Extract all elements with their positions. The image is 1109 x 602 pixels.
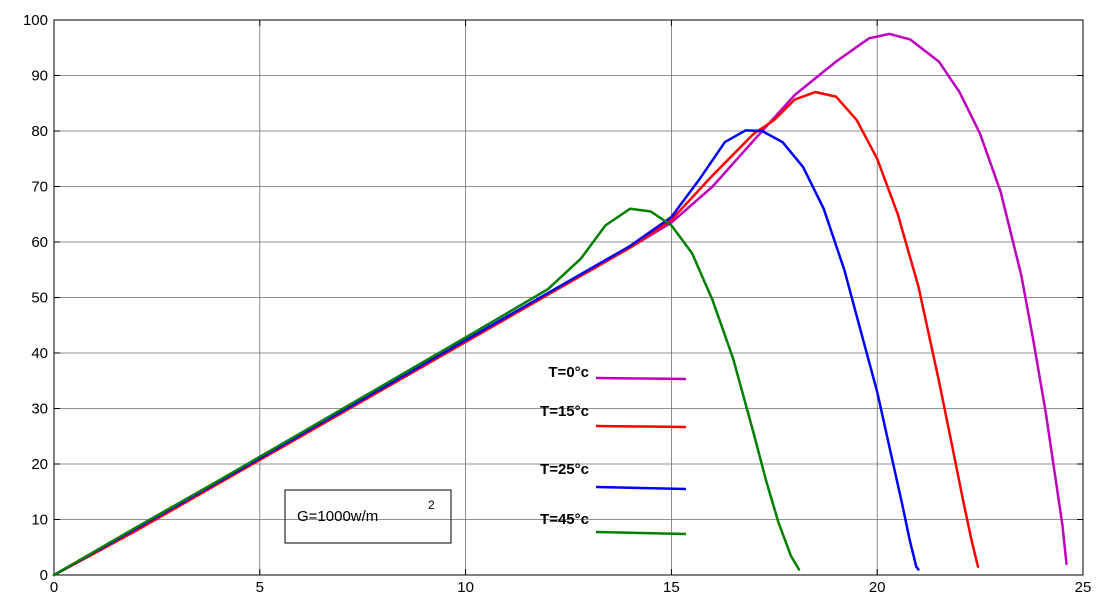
- y-tick-label: 50: [31, 290, 48, 307]
- y-tick-label: 10: [31, 512, 48, 529]
- legend-swatch: [595, 376, 687, 381]
- y-tick-label: 100: [23, 12, 48, 29]
- axis-ticks: 0 5 10 15 20 25 0 10 20 30 40 50 60 70 80 90 100: [23, 12, 1091, 596]
- x-tick-label: 5: [256, 579, 264, 596]
- x-tick-label: 0: [50, 579, 58, 596]
- legend: T=0°c T=15°c T=25°c T=45°c: [540, 364, 687, 536]
- y-tick-label: 60: [31, 234, 48, 251]
- grid: [54, 20, 1083, 575]
- y-tick-label: 90: [31, 68, 48, 85]
- legend-swatch: [595, 424, 687, 429]
- series-line-3: [52, 207, 801, 577]
- y-tick-label: 0: [40, 567, 48, 584]
- x-tick-label: 20: [869, 579, 886, 596]
- legend-label: T=45°c: [540, 511, 589, 528]
- legend-swatch: [595, 530, 687, 536]
- legend-label: T=25°c: [540, 461, 589, 478]
- series-line-1: [52, 90, 980, 577]
- annotation-superscript: 2: [428, 498, 435, 512]
- x-tick-label: 10: [457, 579, 474, 596]
- legend-label: T=15°c: [540, 403, 589, 420]
- series-line-2: [52, 129, 920, 577]
- y-tick-label: 70: [31, 179, 48, 196]
- annotation-text: G=1000w/m: [297, 508, 378, 525]
- irradiance-annotation: G=1000w/m 2: [284, 489, 452, 544]
- y-tick-label: 80: [31, 123, 48, 140]
- annotation-box: [284, 489, 452, 544]
- series-lines: [52, 32, 1068, 577]
- x-tick-label: 15: [663, 579, 680, 596]
- y-tick-label: 40: [31, 345, 48, 362]
- legend-swatch: [595, 485, 687, 491]
- y-tick-label: 20: [31, 456, 48, 473]
- legend-label: T=0°c: [548, 364, 589, 381]
- x-tick-label: 25: [1075, 579, 1092, 596]
- y-tick-label: 30: [31, 401, 48, 418]
